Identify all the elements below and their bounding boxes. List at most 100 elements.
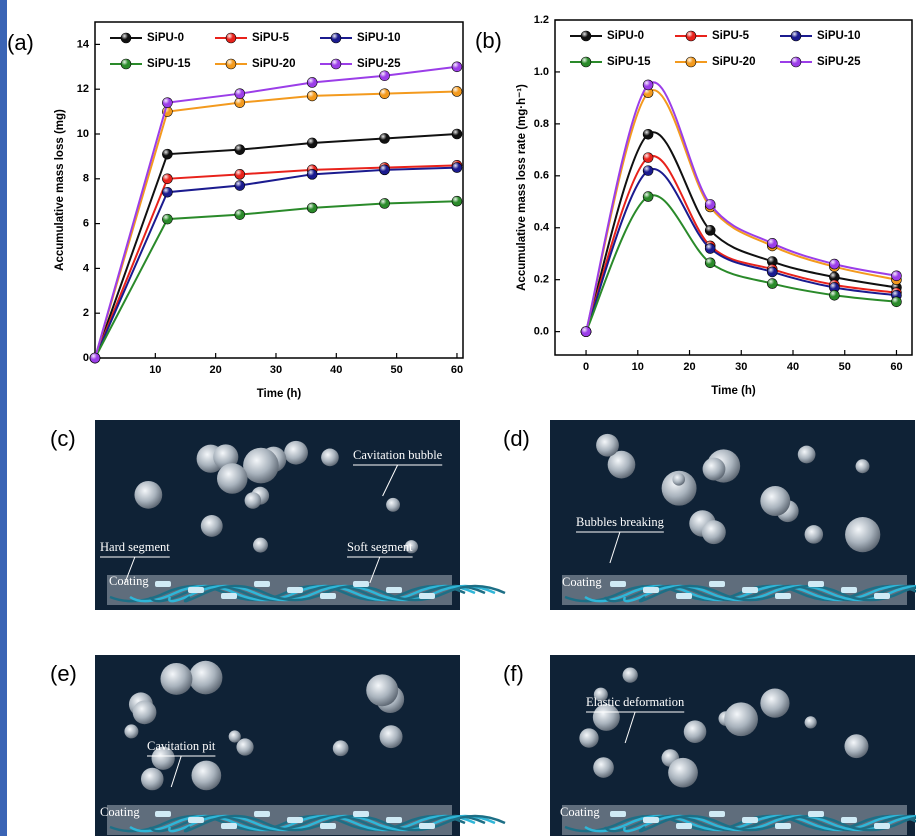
hard-segment	[188, 817, 204, 823]
bubble	[724, 702, 758, 737]
legend-label: SiPU-25	[817, 56, 861, 68]
legend-highlight	[331, 33, 341, 43]
x-tick-label: 50	[839, 361, 851, 373]
y-tick-label: 6	[83, 218, 89, 230]
hard-segment	[742, 587, 758, 593]
y-tick-label: 10	[77, 128, 89, 140]
bubble	[244, 492, 262, 509]
bubble	[804, 525, 824, 544]
legend-highlight	[226, 59, 236, 69]
point-highlight	[307, 202, 318, 213]
polymer-chain	[603, 584, 916, 603]
hard-segment	[742, 817, 758, 823]
y-tick-label: 0	[83, 352, 89, 364]
point-highlight	[767, 266, 778, 277]
hard-segment	[155, 811, 171, 817]
bubble	[379, 725, 403, 749]
y-tick-label: 8	[83, 173, 89, 185]
hard-segment	[874, 593, 890, 599]
hard-segment	[221, 823, 237, 829]
hard-segment	[419, 823, 435, 829]
series-line	[94, 166, 457, 359]
panel-label: (f)	[503, 661, 524, 686]
x-tick-label: 30	[270, 364, 282, 376]
bubble	[404, 540, 419, 554]
panel-label: (b)	[475, 28, 502, 53]
annotation-arrow	[369, 556, 381, 584]
x-tick-label: 10	[632, 361, 644, 373]
point-highlight	[234, 88, 245, 99]
y-axis-label: Accumulative mass loss rate (mg·h⁻¹)	[516, 84, 528, 291]
x-tick-label: 50	[391, 364, 403, 376]
point-highlight	[767, 238, 778, 249]
panel-label: (a)	[7, 30, 34, 55]
bubble	[284, 440, 308, 465]
bubble	[332, 740, 349, 757]
polymer-chain	[183, 814, 506, 833]
bubble	[672, 473, 685, 486]
bubble	[701, 520, 726, 545]
point-highlight	[643, 79, 654, 90]
plot-frame	[94, 21, 464, 359]
hard-segment	[643, 587, 659, 593]
hard-segment	[709, 581, 725, 587]
annotation: Cavitation pit	[147, 739, 216, 753]
bubble	[592, 703, 620, 731]
point-highlight	[162, 187, 173, 198]
y-tick-label: 1.0	[534, 66, 549, 78]
y-tick-label: 2	[83, 307, 89, 319]
y-tick-label: 12	[77, 83, 89, 95]
polymer-chain	[109, 584, 466, 603]
hard-segment	[808, 581, 824, 587]
point-highlight	[705, 257, 716, 268]
polymer-chain	[603, 814, 916, 833]
annotation: Soft segment	[347, 540, 413, 554]
point-highlight	[829, 282, 840, 293]
polymer-chain	[638, 584, 916, 603]
annotation-arrow	[124, 556, 136, 584]
legend-highlight	[226, 33, 236, 43]
schematic-panel: (d) Bubbles breaking Coating	[503, 420, 916, 610]
frame-edge	[0, 0, 7, 836]
legend-label: SiPU-5	[712, 30, 750, 42]
schematic-panel: (f) Elastic deformation Coating	[503, 655, 916, 836]
hard-segment	[221, 593, 237, 599]
bubble	[191, 760, 222, 791]
annotation-arrow	[382, 464, 399, 497]
point-highlight	[379, 70, 390, 81]
y-tick-label: 14	[77, 38, 90, 50]
series-line	[94, 90, 457, 359]
legend-label: SiPU-20	[712, 56, 755, 68]
point-highlight	[643, 87, 654, 98]
point-highlight	[643, 152, 654, 163]
x-axis-label: Time (h)	[711, 385, 756, 397]
panel-label: (d)	[503, 426, 530, 451]
bubble	[702, 457, 726, 481]
point-highlight	[234, 180, 245, 191]
legend-label: SiPU-5	[252, 32, 290, 44]
legend-highlight	[791, 57, 801, 67]
panel-label: (e)	[50, 661, 77, 686]
hard-segment	[320, 593, 336, 599]
hard-segment	[610, 581, 626, 587]
point-highlight	[162, 214, 173, 225]
bubble	[668, 757, 698, 788]
polymer-chain	[109, 814, 466, 833]
bubble	[661, 470, 697, 506]
hard-segment	[874, 823, 890, 829]
legend-highlight	[686, 31, 696, 41]
bubble	[243, 447, 279, 484]
point-highlight	[307, 90, 318, 101]
x-tick-label: 0	[583, 361, 589, 373]
point-highlight	[162, 97, 173, 108]
x-tick-label: 40	[330, 364, 342, 376]
point-highlight	[451, 196, 462, 207]
y-tick-label: 1.2	[534, 14, 549, 26]
point-highlight	[643, 129, 654, 140]
point-highlight	[643, 165, 654, 176]
bubble	[845, 517, 881, 553]
polymer-chain	[638, 814, 916, 833]
bubble	[804, 716, 817, 729]
annotation-arrow	[170, 755, 182, 788]
hard-segment	[775, 823, 791, 829]
